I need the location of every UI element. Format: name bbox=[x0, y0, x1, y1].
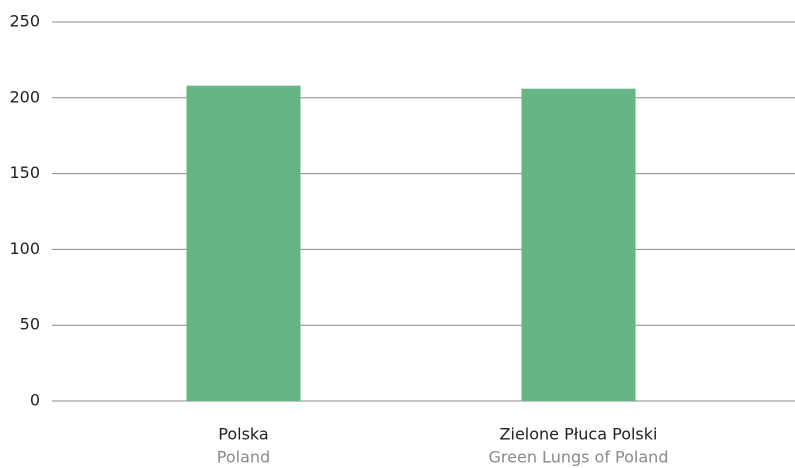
y-tick-label: 150 bbox=[9, 163, 40, 182]
bar bbox=[186, 85, 301, 401]
bar bbox=[521, 88, 636, 401]
x-tick-sublabel: Poland bbox=[217, 448, 270, 467]
y-tick-label: 200 bbox=[9, 87, 40, 106]
x-tick-label: Zielone Płuca Polski bbox=[500, 425, 658, 444]
y-tick-label: 100 bbox=[9, 239, 40, 258]
y-tick-label: 0 bbox=[30, 391, 40, 410]
y-tick-label: 250 bbox=[9, 12, 40, 31]
x-tick-label: Polska bbox=[218, 425, 268, 444]
y-tick-label: 50 bbox=[20, 315, 40, 334]
x-tick-sublabel: Green Lungs of Poland bbox=[489, 448, 669, 467]
